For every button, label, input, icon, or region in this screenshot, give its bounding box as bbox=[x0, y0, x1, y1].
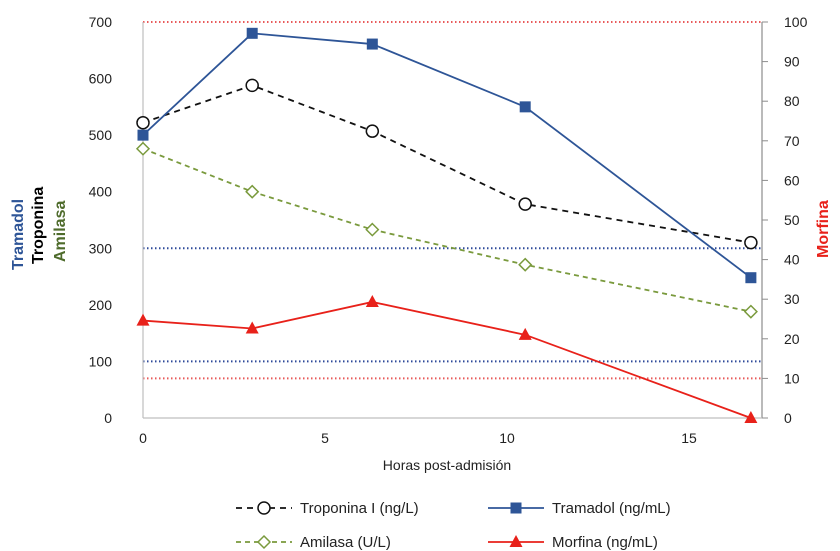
legend-item: Amilasa (U/L) bbox=[236, 534, 391, 551]
left-tick-label: 600 bbox=[89, 71, 113, 87]
right-tick-label: 20 bbox=[784, 331, 800, 347]
right-tick-label: 80 bbox=[784, 93, 800, 109]
x-tick-label: 15 bbox=[681, 430, 697, 446]
data-point bbox=[246, 27, 258, 39]
data-point bbox=[518, 197, 532, 211]
x-axis-label: Horas post-admisión bbox=[383, 457, 511, 473]
axes bbox=[142, 22, 763, 419]
right-tick-label: 70 bbox=[784, 133, 800, 149]
series-layer bbox=[135, 27, 758, 423]
legend-label: Troponina I (ng/L) bbox=[300, 500, 419, 517]
right-tick-label: 40 bbox=[784, 252, 800, 268]
x-tick-label: 5 bbox=[321, 430, 329, 446]
left-tick-label: 300 bbox=[89, 240, 113, 256]
reference-lines bbox=[143, 21, 762, 380]
x-tick-label: 0 bbox=[139, 430, 147, 446]
legend-label: Amilasa (U/L) bbox=[300, 534, 391, 551]
left-axis-ticks: 0 100 200 300 400 500 600 700 bbox=[89, 14, 113, 426]
legend-marker bbox=[257, 501, 271, 515]
left-tick-label: 0 bbox=[104, 410, 112, 426]
series-line bbox=[142, 147, 752, 313]
data-point bbox=[744, 235, 758, 250]
left-tick-label: 200 bbox=[89, 297, 113, 313]
left-axis-label-troponina: Troponina bbox=[30, 186, 47, 264]
series-line bbox=[142, 84, 752, 244]
left-tick-label: 400 bbox=[89, 184, 113, 200]
data-point bbox=[518, 327, 532, 340]
series-line bbox=[142, 32, 752, 279]
data-point bbox=[245, 184, 260, 199]
series-morfina bbox=[136, 294, 758, 423]
right-tick-label: 10 bbox=[784, 370, 800, 386]
right-tick-label: 100 bbox=[784, 14, 808, 30]
data-point bbox=[136, 115, 150, 130]
right-tick-label: 30 bbox=[784, 291, 800, 307]
x-axis-ticks: 0 5 10 15 bbox=[139, 430, 697, 446]
left-axis-label-amilasa: Amilasa bbox=[52, 200, 69, 262]
right-tick-label: 0 bbox=[784, 410, 792, 426]
data-point bbox=[744, 411, 758, 423]
data-point bbox=[137, 129, 149, 141]
right-axis-label-text: Morfina bbox=[815, 200, 832, 258]
legend-label: Morfina (ng/mL) bbox=[552, 534, 658, 551]
data-point bbox=[245, 78, 259, 93]
legend: Troponina I (ng/L) Tramadol (ng/mL) Amilas… bbox=[236, 500, 671, 551]
data-point bbox=[365, 124, 380, 138]
data-point bbox=[518, 257, 533, 272]
right-tick-label: 90 bbox=[784, 54, 800, 70]
series-troponina bbox=[136, 78, 758, 250]
legend-item: Troponina I (ng/L) bbox=[236, 500, 419, 517]
data-point bbox=[365, 222, 380, 237]
legend-item: Tramadol (ng/mL) bbox=[488, 500, 671, 517]
right-tick-label: 60 bbox=[784, 172, 800, 188]
data-point bbox=[245, 321, 259, 334]
data-point bbox=[743, 304, 758, 319]
right-tick-label: 50 bbox=[784, 212, 800, 228]
legend-item: Morfina (ng/mL) bbox=[488, 534, 658, 551]
series-line bbox=[142, 301, 752, 419]
legend-label: Tramadol (ng/mL) bbox=[552, 500, 671, 517]
legend-marker bbox=[256, 534, 272, 550]
left-tick-label: 700 bbox=[89, 14, 113, 30]
legend-marker bbox=[509, 535, 523, 547]
left-axis-label-tramadol: Tramadol bbox=[10, 198, 27, 270]
left-tick-label: 100 bbox=[89, 353, 113, 369]
legend-marker bbox=[510, 502, 522, 514]
data-point bbox=[366, 38, 378, 50]
x-tick-label: 10 bbox=[499, 430, 515, 446]
data-point bbox=[135, 141, 151, 156]
data-point bbox=[365, 294, 379, 307]
series-tramadol bbox=[137, 27, 757, 284]
left-tick-label: 500 bbox=[89, 127, 113, 143]
series-amilasa bbox=[135, 141, 758, 319]
data-point bbox=[136, 313, 150, 326]
data-point bbox=[519, 101, 531, 113]
data-point bbox=[745, 272, 757, 284]
right-axis-ticks: 0 10 20 30 40 50 60 70 80 90 100 bbox=[762, 14, 808, 426]
